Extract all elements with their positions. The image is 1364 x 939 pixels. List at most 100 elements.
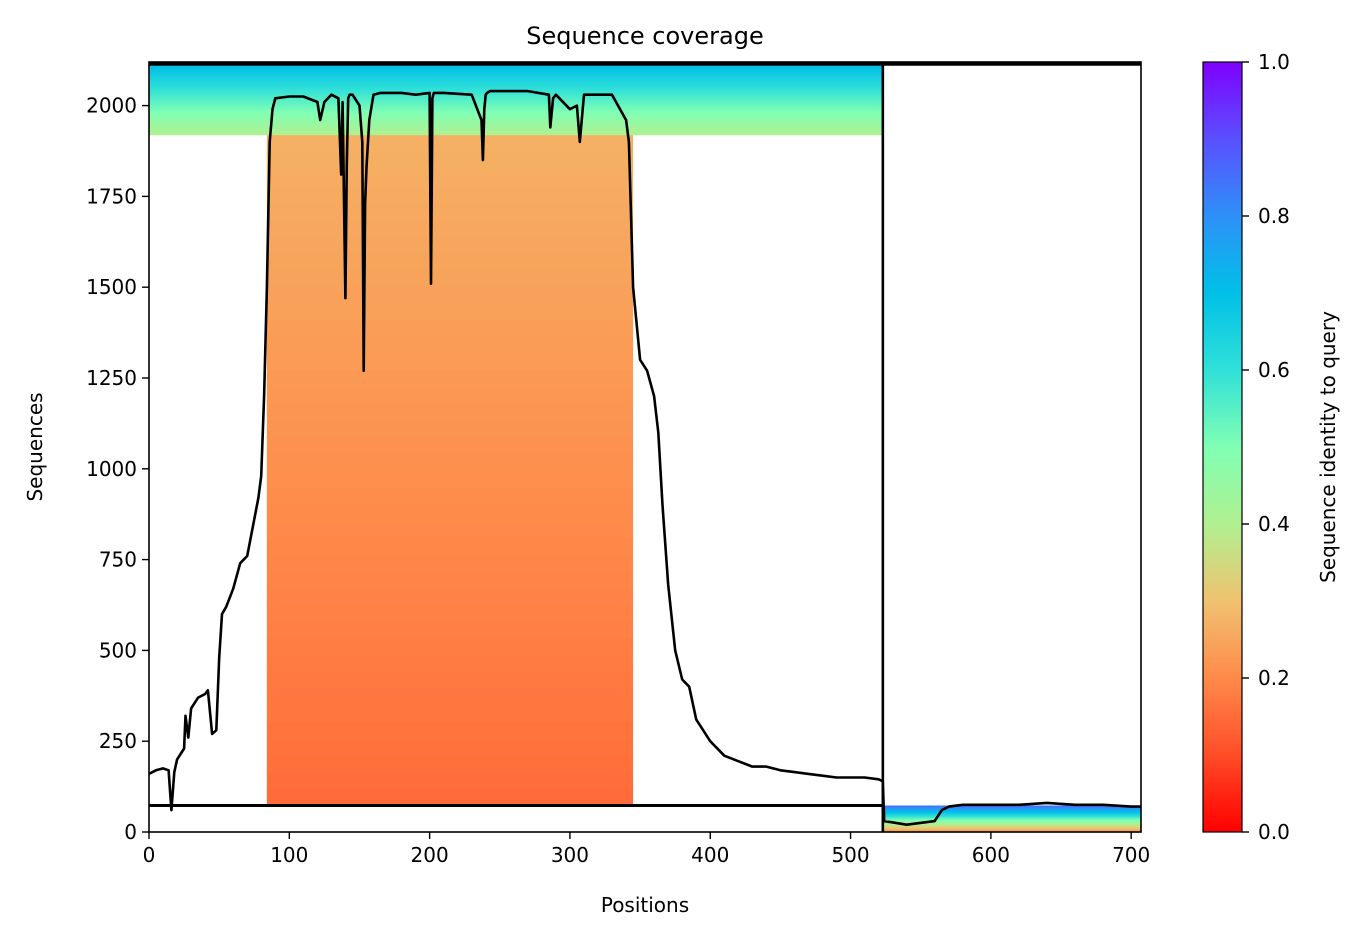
coverage-line (148, 89, 1141, 827)
heatmap-band (149, 100, 883, 103)
y-tick-label: 250 (99, 729, 137, 753)
heatmap-band (266, 587, 634, 605)
heatmap-band (149, 105, 883, 108)
x-tick-label: 300 (551, 843, 589, 867)
heatmap-band (149, 65, 883, 68)
heatmap-band (882, 829, 1141, 831)
heatmap-band (149, 107, 883, 110)
heatmap-band (882, 807, 1141, 809)
colorbar-tick-label: 0.2 (1258, 666, 1290, 690)
heatmap-band (266, 369, 634, 387)
heatmap-band (149, 120, 883, 124)
heatmap-band (882, 822, 1141, 824)
heatmap-band (882, 818, 1141, 821)
heatmap-band (882, 824, 1141, 826)
heatmap-band (266, 771, 634, 790)
heatmap-band (149, 110, 883, 113)
heatmap-block-segment-2 (882, 805, 1141, 833)
heatmap-band (149, 98, 883, 101)
heatmap-band (149, 69, 883, 72)
heatmap-band (149, 84, 883, 87)
colorbar-label: Sequence identity to query (1316, 311, 1340, 583)
heatmap-band (149, 101, 883, 105)
heatmap-band (266, 302, 634, 320)
heatmap-band (266, 486, 634, 505)
colorbar-tick-label: 0.4 (1258, 512, 1290, 536)
heatmap-band (266, 570, 634, 589)
heatmap-band (149, 82, 883, 86)
heatmap-band (882, 818, 1141, 820)
heatmap-band (149, 113, 883, 117)
heatmap-band (266, 335, 634, 354)
colorbar-tick-label: 0.8 (1258, 204, 1290, 228)
y-axis-ticks: 0 250 500 750 1000 1250 1500 1750 2000 (86, 94, 149, 844)
heatmap-band (882, 814, 1141, 817)
y-tick-label: 1750 (86, 184, 137, 208)
heatmap-band (149, 81, 883, 84)
heatmap-band (266, 168, 634, 186)
heatmap-band (266, 319, 634, 337)
heatmap-band (882, 826, 1141, 828)
heatmap-band (149, 126, 883, 129)
heatmap-band (882, 816, 1141, 818)
heatmap-band (266, 201, 634, 220)
heatmap-band (882, 817, 1141, 819)
heatmap-band (882, 828, 1141, 830)
heatmap-band (266, 252, 634, 270)
heatmap-band (266, 671, 634, 689)
heatmap-band (266, 520, 634, 538)
x-axis-label: Positions (601, 893, 689, 917)
y-tick-label: 1500 (86, 275, 137, 299)
y-tick-label: 1250 (86, 366, 137, 390)
y-tick-label: 2000 (86, 94, 137, 118)
heatmap-band (149, 129, 883, 132)
heatmap-band (266, 704, 634, 723)
heatmap-band (149, 112, 883, 115)
y-tick-label: 500 (99, 638, 137, 662)
heatmap-band (266, 268, 634, 287)
y-tick-label: 0 (124, 820, 137, 844)
heatmap-band (882, 820, 1141, 822)
heatmap-band (882, 830, 1141, 832)
heatmap-band (149, 115, 883, 118)
heatmap-band (149, 67, 883, 70)
heatmap-band (266, 537, 634, 555)
heatmap-band (149, 122, 883, 125)
heatmap-band (882, 823, 1141, 825)
colorbar: 0.0 0.2 0.4 0.6 0.8 1.0 Sequence identity to … (1202, 50, 1340, 844)
colorbar-ticks: 0.0 0.2 0.4 0.6 0.8 1.0 (1242, 50, 1290, 844)
colorbar-tick-label: 1.0 (1258, 50, 1290, 74)
heatmap-band (882, 806, 1141, 809)
y-tick-label: 1000 (86, 457, 137, 481)
y-tick-label: 750 (99, 548, 137, 572)
y-axis-label: Sequences (23, 392, 47, 501)
x-tick-label: 200 (411, 843, 449, 867)
heatmap-band (882, 821, 1141, 823)
heatmap-band (149, 108, 883, 112)
heatmap-band (266, 285, 634, 303)
heatmap-band (266, 604, 634, 622)
heatmap-band (882, 814, 1141, 816)
heatmap-band (882, 808, 1141, 811)
heatmap-band (266, 755, 634, 773)
heatmap-band (149, 117, 883, 120)
heatmap-band (882, 819, 1141, 821)
heatmap-band (149, 124, 883, 127)
plot-area (148, 61, 1142, 833)
heatmap-band (882, 820, 1141, 822)
x-axis-ticks: 0 100 200 300 400 500 600 700 (143, 832, 1150, 867)
heatmap-band (266, 503, 634, 521)
plot-frame (148, 61, 1142, 833)
heatmap-band (266, 151, 634, 169)
heatmap-band (266, 553, 634, 572)
heatmap-band (149, 79, 883, 82)
heatmap-band (266, 738, 634, 756)
heatmap-band (882, 815, 1141, 817)
x-tick-label: 400 (691, 843, 729, 867)
heatmap-band (882, 827, 1141, 829)
heatmap-block-segment-1-top (149, 65, 883, 136)
heatmap-band (266, 621, 634, 639)
heatmap-band (149, 86, 883, 89)
heatmap-band (266, 654, 634, 672)
heatmap-band (149, 132, 883, 136)
